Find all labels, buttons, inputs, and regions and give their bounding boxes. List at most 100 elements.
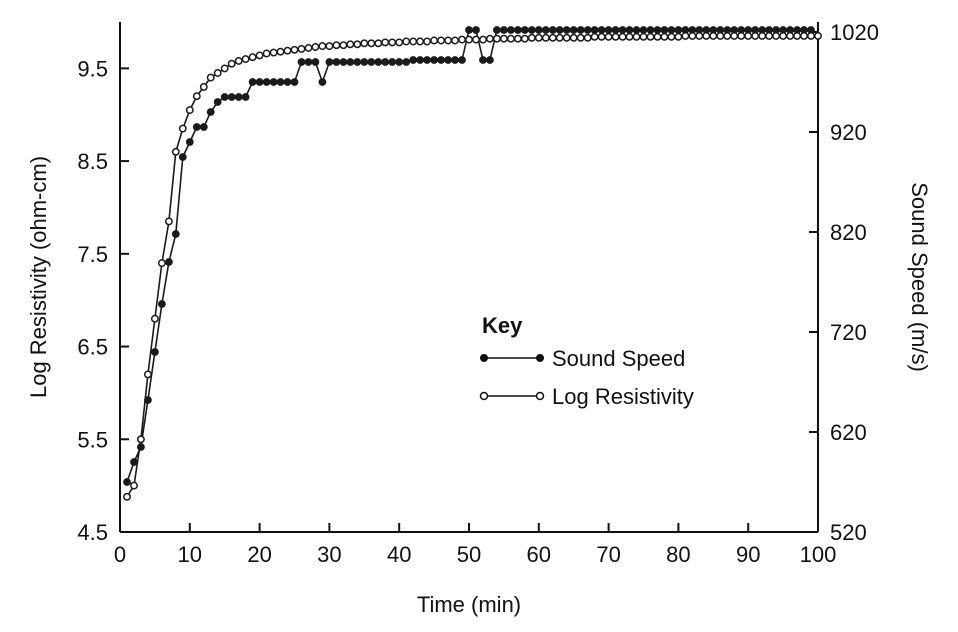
data-point-sound-speed xyxy=(318,78,327,86)
data-point-sound-speed xyxy=(674,26,683,34)
data-point-log-resistivity xyxy=(409,37,418,46)
legend-marker-sound-speed xyxy=(536,354,544,362)
data-point-log-resistivity xyxy=(632,32,641,41)
x-tick-label: 100 xyxy=(800,542,837,567)
data-point-sound-speed xyxy=(583,26,592,34)
data-point-log-resistivity xyxy=(248,53,257,62)
data-point-log-resistivity xyxy=(304,44,313,52)
legend-label-sound-speed: Sound Speed xyxy=(552,346,685,371)
left-y-tick-label: 5.5 xyxy=(77,427,108,452)
data-point-sound-speed xyxy=(185,138,194,146)
data-point-sound-speed xyxy=(234,93,243,101)
data-point-log-resistivity xyxy=(688,31,697,40)
data-point-sound-speed xyxy=(660,26,669,34)
data-point-log-resistivity xyxy=(332,41,341,50)
data-point-log-resistivity xyxy=(123,492,131,501)
data-point-log-resistivity xyxy=(534,33,543,42)
data-point-log-resistivity xyxy=(527,33,536,42)
data-point-log-resistivity xyxy=(653,32,662,41)
legend: Key Sound Speed Log Resistivity xyxy=(479,313,694,409)
data-point-log-resistivity xyxy=(297,44,306,53)
data-point-sound-speed xyxy=(604,26,613,34)
data-point-log-resistivity xyxy=(555,33,564,42)
data-point-log-resistivity xyxy=(513,34,522,43)
data-point-log-resistivity xyxy=(709,31,718,40)
data-point-sound-speed xyxy=(248,78,257,86)
data-point-log-resistivity xyxy=(381,38,390,47)
data-point-log-resistivity xyxy=(625,32,634,41)
data-point-log-resistivity xyxy=(492,34,501,43)
data-point-sound-speed xyxy=(227,93,236,101)
data-point-log-resistivity xyxy=(353,40,362,49)
data-point-sound-speed xyxy=(367,58,376,66)
data-point-log-resistivity xyxy=(751,31,760,40)
data-point-sound-speed xyxy=(304,58,313,66)
data-point-log-resistivity xyxy=(269,48,278,57)
data-point-sound-speed xyxy=(486,56,494,64)
data-point-sound-speed xyxy=(339,58,348,66)
data-point-log-resistivity xyxy=(618,32,627,41)
data-point-log-resistivity xyxy=(716,31,725,40)
data-point-sound-speed xyxy=(451,56,459,64)
data-point-log-resistivity xyxy=(793,31,802,40)
data-point-log-resistivity xyxy=(206,73,215,82)
data-point-log-resistivity xyxy=(520,34,529,43)
x-tick-label: 30 xyxy=(317,542,341,567)
data-point-log-resistivity xyxy=(171,147,180,156)
data-point-log-resistivity xyxy=(681,31,690,40)
data-point-log-resistivity xyxy=(744,31,753,40)
data-point-sound-speed xyxy=(241,93,250,101)
left-y-axis-title: Log Resistivity (ohm-cm) xyxy=(26,156,51,398)
data-point-log-resistivity xyxy=(360,39,369,48)
data-point-log-resistivity xyxy=(339,41,348,50)
data-point-sound-speed xyxy=(534,26,543,34)
data-point-log-resistivity xyxy=(444,36,453,45)
data-point-sound-speed xyxy=(507,26,515,34)
data-point-log-resistivity xyxy=(346,40,355,49)
data-point-sound-speed xyxy=(562,26,571,34)
data-point-log-resistivity xyxy=(674,32,683,41)
data-point-log-resistivity xyxy=(660,32,669,41)
data-point-sound-speed xyxy=(165,258,173,266)
data-point-sound-speed xyxy=(199,123,208,131)
right-y-tick-label: 620 xyxy=(830,420,867,445)
data-point-sound-speed xyxy=(311,58,320,66)
data-point-log-resistivity xyxy=(576,33,585,42)
data-point-sound-speed xyxy=(667,26,676,34)
data-point-log-resistivity xyxy=(136,435,145,444)
data-point-sound-speed xyxy=(625,26,634,34)
data-point-log-resistivity xyxy=(702,31,711,40)
data-point-sound-speed xyxy=(332,58,341,66)
x-tick-label: 90 xyxy=(736,542,760,567)
data-point-sound-speed xyxy=(569,26,578,34)
data-point-sound-speed xyxy=(527,26,536,34)
left-y-tick-label: 7.5 xyxy=(77,242,108,267)
data-point-log-resistivity xyxy=(227,59,236,68)
data-point-sound-speed xyxy=(206,108,215,116)
data-point-log-resistivity xyxy=(325,42,334,51)
data-point-log-resistivity xyxy=(430,36,439,45)
data-point-log-resistivity xyxy=(458,35,466,44)
legend-label-log-resistivity: Log Resistivity xyxy=(552,384,694,409)
data-point-sound-speed xyxy=(520,26,529,34)
data-point-sound-speed xyxy=(178,153,187,161)
data-point-log-resistivity xyxy=(255,51,264,60)
data-point-log-resistivity xyxy=(276,47,285,56)
data-point-sound-speed xyxy=(479,56,487,64)
data-point-log-resistivity xyxy=(485,34,494,43)
data-point-sound-speed xyxy=(325,58,334,66)
series-layer xyxy=(123,26,822,501)
data-point-log-resistivity xyxy=(765,31,774,40)
data-point-log-resistivity xyxy=(723,31,732,40)
data-point-sound-speed xyxy=(395,58,404,66)
x-tick-label: 0 xyxy=(114,542,126,567)
data-point-sound-speed xyxy=(262,78,271,86)
data-point-sound-speed xyxy=(402,58,411,66)
data-point-log-resistivity xyxy=(213,69,222,77)
data-point-log-resistivity xyxy=(465,35,473,44)
data-point-log-resistivity xyxy=(402,37,411,46)
data-point-log-resistivity xyxy=(262,49,271,58)
legend-title: Key xyxy=(482,313,523,338)
right-y-tick-label: 520 xyxy=(830,520,867,545)
